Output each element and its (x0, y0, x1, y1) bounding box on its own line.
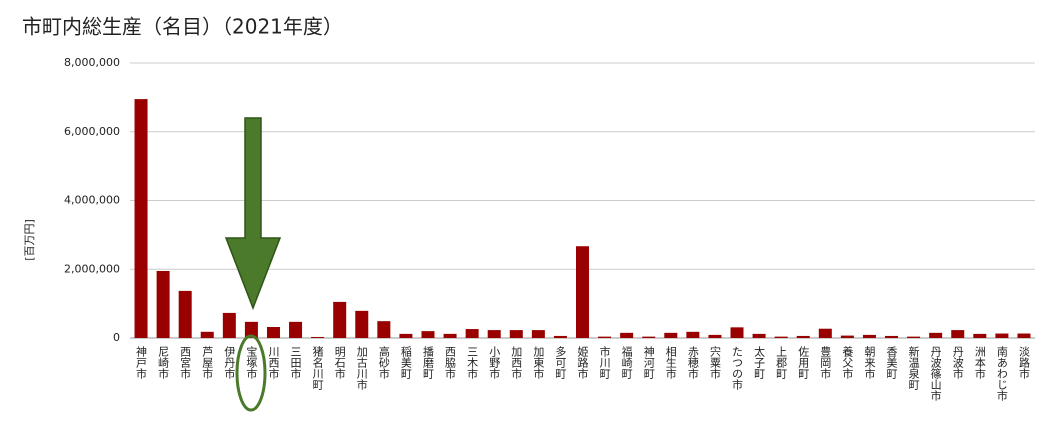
bar (200, 331, 214, 338)
x-tick-label: 朝来市 (863, 346, 876, 380)
x-tick-label: 福崎町 (620, 345, 633, 379)
y-tick-label: 2,000,000 (64, 262, 120, 275)
annotation-circle (235, 334, 267, 412)
x-tick-label: 市川町 (598, 345, 611, 379)
bar (907, 336, 921, 338)
bar (686, 331, 700, 338)
annotation-arrow (224, 117, 282, 311)
x-tick-label: 西脇市 (444, 346, 457, 380)
bar (465, 329, 479, 338)
bar (862, 334, 876, 338)
bar (244, 321, 258, 338)
x-tick-label: 西宮市 (179, 346, 192, 380)
x-tick-label: 太子町 (753, 346, 766, 379)
x-tick-label: 猪名川町 (311, 346, 324, 390)
x-tick-label: 上郡町 (775, 346, 788, 379)
bar (664, 332, 678, 338)
bar (995, 333, 1009, 338)
x-tick-label: 神戸市 (135, 345, 148, 380)
x-tick-label: 播磨町 (421, 345, 434, 379)
bar (642, 336, 656, 338)
bar (885, 335, 899, 338)
y-axis-label: [百万円] (23, 219, 36, 261)
x-tick-label: 小野市 (488, 346, 501, 380)
bar (266, 327, 280, 338)
bar (796, 335, 810, 338)
bar (509, 330, 523, 338)
bar (730, 327, 744, 338)
bar (598, 336, 612, 338)
x-tick-label: 豊岡市 (819, 346, 832, 380)
x-tick-label: 宝塚市 (245, 345, 258, 380)
x-tick-label: 高砂市 (377, 345, 390, 380)
bar (973, 333, 987, 338)
bar (951, 330, 965, 338)
x-tick-label: 芦屋市 (201, 346, 214, 380)
bar (222, 312, 236, 338)
x-tick-label: 宍粟市 (708, 345, 721, 380)
x-tick-label: 明石市 (333, 346, 346, 380)
x-tick-label: 加西市 (510, 346, 523, 380)
bar (289, 321, 303, 338)
x-tick-label: 丹波篠山市 (929, 346, 942, 402)
x-tick-label: 三木市 (466, 346, 479, 380)
x-tick-label: 加古川市 (355, 346, 368, 391)
bar (421, 331, 435, 338)
x-tick-label: 赤穂市 (686, 346, 699, 380)
bar (929, 332, 943, 338)
x-tick-label: 新温泉町 (907, 345, 920, 390)
y-tick-label: 6,000,000 (64, 125, 120, 138)
bar (553, 335, 567, 338)
x-tick-label: 洲本市 (973, 346, 986, 380)
x-tick-label: 多可町 (554, 345, 567, 379)
chart-title: 市町内総生産（名目）（2021年度） (22, 15, 343, 39)
x-tick-label: 養父市 (841, 345, 854, 380)
x-tick-label: 南あわじ市 (995, 346, 1008, 402)
x-tick-label: 加東市 (532, 346, 545, 380)
x-tick-label: 相生市 (664, 346, 677, 380)
bar (443, 333, 457, 338)
bar (156, 270, 170, 338)
x-tick-label: 三田市 (289, 346, 302, 380)
x-tick-label: 稲美町 (399, 346, 412, 379)
x-tick-label: 姫路市 (576, 345, 589, 380)
y-tick-label: 4,000,000 (64, 194, 120, 207)
x-tick-label: たつの市 (731, 346, 744, 391)
bar (399, 333, 413, 338)
bar (840, 335, 854, 338)
y-tick-label: 8,000,000 (64, 56, 120, 69)
bar (377, 321, 391, 338)
bar (355, 310, 369, 338)
y-tick-label: 0 (113, 331, 120, 344)
bar (708, 334, 722, 338)
bar (531, 330, 545, 338)
bar (134, 99, 148, 338)
x-tick-label: 尼崎市 (157, 346, 170, 380)
bar (576, 246, 589, 338)
bar (487, 330, 501, 338)
x-tick-label: 淡路市 (1017, 346, 1030, 380)
x-tick-label: 神河町 (642, 345, 655, 379)
bar (333, 301, 347, 338)
bar (774, 336, 788, 338)
x-tick-label: 丹波市 (951, 346, 964, 380)
bar (1017, 333, 1031, 338)
bar (620, 332, 634, 338)
x-tick-label: 香美町 (885, 346, 898, 379)
x-tick-label: 伊丹市 (223, 346, 236, 380)
x-tick-label: 佐用町 (797, 345, 810, 379)
bar (752, 333, 766, 338)
bar (311, 336, 325, 338)
bar (178, 290, 192, 338)
x-tick-label: 川西市 (267, 346, 280, 380)
bar (818, 328, 832, 338)
